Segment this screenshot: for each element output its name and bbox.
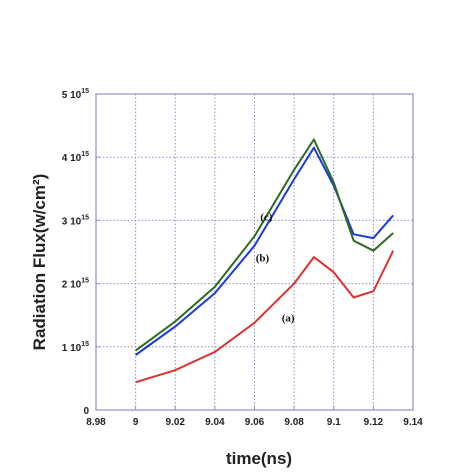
series-line-c xyxy=(135,138,394,352)
y-tick-label: 3 1015 xyxy=(62,214,89,227)
y-tick-label: 5 1015 xyxy=(62,88,89,101)
series-annotation: (c) xyxy=(260,211,273,223)
y-tick-label: 1 1015 xyxy=(62,341,89,354)
x-tick-label: 9.12 xyxy=(364,417,384,428)
y-tick-label: 0 xyxy=(83,406,89,417)
x-tick-label: 9.14 xyxy=(403,417,423,428)
series-line-a xyxy=(135,250,395,384)
y-tick-labels: 0 1 1015 2 1015 3 1015 4 1015 5 1015 xyxy=(62,88,100,417)
annotations: (c) (b) (a) xyxy=(256,211,295,324)
x-tick-label: 9.02 xyxy=(166,417,186,428)
x-tick-label: 9.04 xyxy=(205,417,225,428)
series-annotation: (b) xyxy=(256,252,270,264)
x-tick-label: 9 xyxy=(133,417,139,428)
series-line-b xyxy=(135,146,394,356)
y-tick-label: 2 1015 xyxy=(62,278,89,291)
x-axis-title: time(ns) xyxy=(226,449,292,468)
series-annotation: (a) xyxy=(282,313,295,325)
x-tick-labels: 8.98 9 9.02 9.04 9.06 9.08 9.1 9.12 9.14 xyxy=(86,406,423,428)
y-axis-title-text: Radiation Flux(w/cm²) xyxy=(30,174,49,351)
y-axis-title: Radiation Flux(w/cm²) xyxy=(30,174,49,351)
x-tick-label: 9.08 xyxy=(284,417,304,428)
data-series xyxy=(135,138,395,384)
x-tick-label: 8.98 xyxy=(86,417,106,428)
y-tick-label: 4 1015 xyxy=(62,151,89,164)
x-tick-label: 9.1 xyxy=(327,417,341,428)
x-tick-label: 9.06 xyxy=(245,417,265,428)
grid-lines xyxy=(96,94,413,410)
